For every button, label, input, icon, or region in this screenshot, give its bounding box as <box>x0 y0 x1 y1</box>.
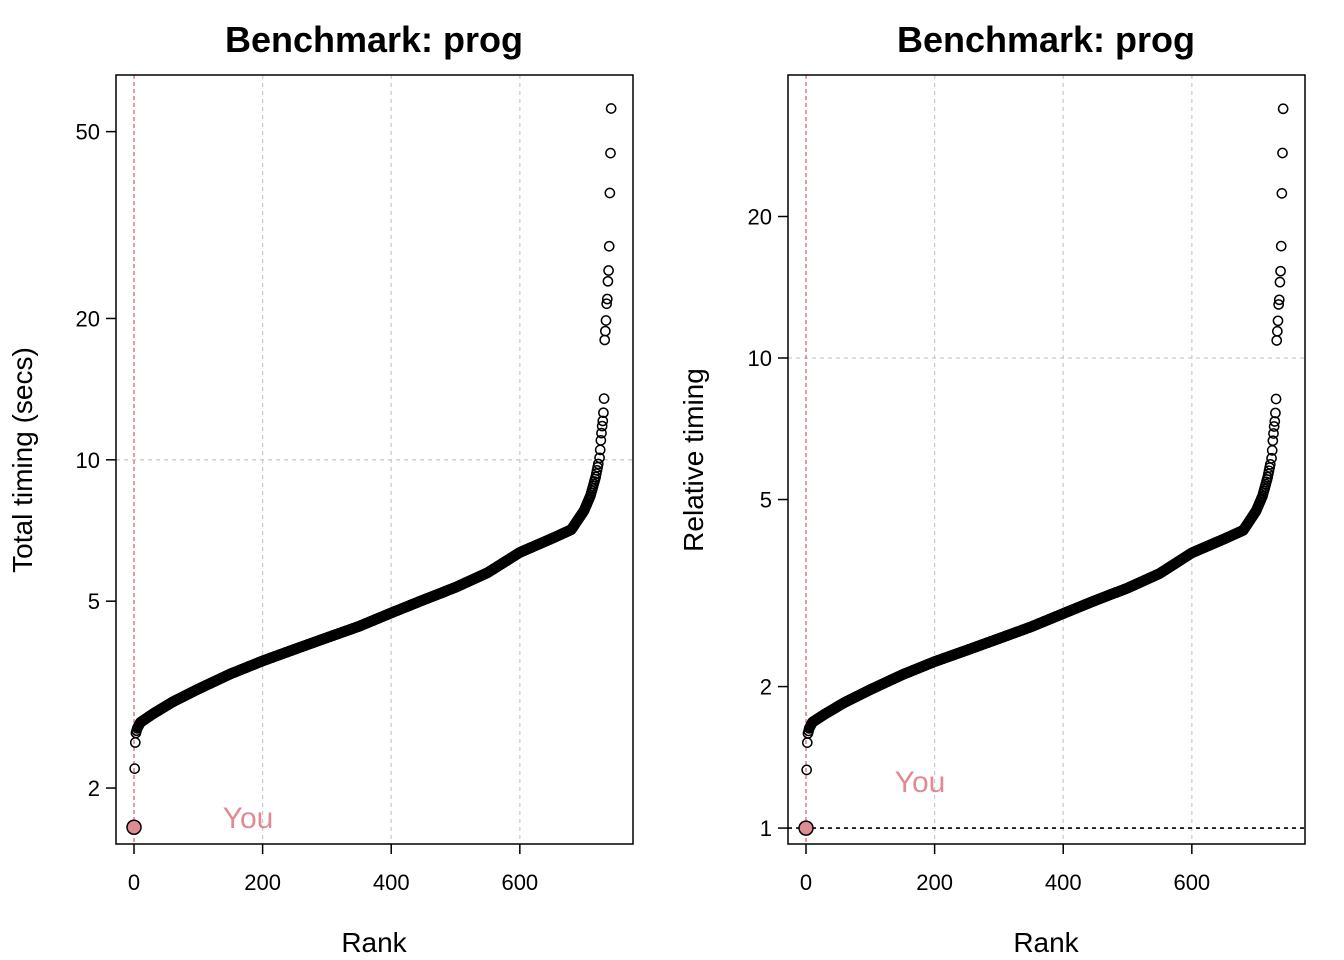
axes: 0 200 400 600 2 5 10 20 50 <box>76 120 539 895</box>
data-point <box>1270 393 1282 405</box>
data-point <box>601 298 612 310</box>
data-point <box>1273 299 1284 310</box>
x-tick-label: 0 <box>128 870 140 895</box>
data-point <box>1274 276 1286 288</box>
y-tick-label: 50 <box>76 120 100 145</box>
data-point <box>598 393 610 404</box>
x-tick-label: 600 <box>501 870 538 895</box>
data-point <box>603 240 615 252</box>
x-tick-label: 200 <box>244 870 281 895</box>
data-point <box>1275 265 1286 277</box>
data-point <box>129 763 140 774</box>
y-axis-title: Relative timing <box>678 368 709 552</box>
y-tick-label: 20 <box>748 205 772 230</box>
x-axis-title: Rank <box>341 927 407 958</box>
x-tick-label: 400 <box>1045 870 1082 895</box>
data-point <box>604 187 616 199</box>
highlight-marker: You <box>798 766 946 836</box>
data-point <box>605 147 616 159</box>
data-point <box>594 452 605 464</box>
data-point <box>1276 188 1288 199</box>
data-point <box>605 103 617 114</box>
plot-frame <box>787 74 1306 845</box>
x-tick-label: 400 <box>373 870 410 895</box>
data-point <box>599 334 611 346</box>
data-point <box>801 737 813 748</box>
y-tick-label: 2 <box>760 675 772 700</box>
data-point <box>1272 315 1284 327</box>
data-point <box>129 737 141 748</box>
reference-lines <box>788 75 1305 844</box>
data-point <box>1268 428 1279 439</box>
data-point <box>1277 103 1289 115</box>
x-tick-label: 600 <box>1173 870 1210 895</box>
data-point <box>1267 435 1279 447</box>
grid-lines <box>788 75 1305 844</box>
panel-total-timing: Benchmark: prog Rank Total timing (secs)… <box>7 19 634 958</box>
axes: 0 200 400 600 1 2 5 10 20 <box>748 205 1211 895</box>
you-label: You <box>895 766 946 799</box>
data-points <box>801 103 1289 776</box>
data-point <box>598 407 609 419</box>
data-point <box>599 325 611 337</box>
data-point <box>1270 407 1281 419</box>
panel-relative-timing: Benchmark: prog Rank Relative timing You… <box>678 19 1306 958</box>
data-point <box>596 420 608 432</box>
highlight-marker: You <box>126 802 274 836</box>
data-point <box>596 427 607 439</box>
y-tick-label: 20 <box>76 306 100 331</box>
y-tick-label: 1 <box>760 816 772 841</box>
data-point <box>602 275 614 287</box>
data-point <box>595 435 607 446</box>
x-axis-title: Rank <box>1013 927 1079 958</box>
data-point <box>801 764 812 776</box>
y-tick-label: 5 <box>88 589 100 614</box>
y-axis-title: Total timing (secs) <box>7 347 38 573</box>
y-tick-label: 10 <box>748 346 772 371</box>
y-tick-label: 2 <box>88 776 100 801</box>
data-points <box>129 103 617 774</box>
chart-title: Benchmark: prog <box>897 19 1195 60</box>
chart-title: Benchmark: prog <box>225 19 523 60</box>
x-tick-label: 0 <box>800 870 812 895</box>
data-point <box>1273 294 1285 306</box>
you-point <box>798 820 814 836</box>
y-tick-label: 5 <box>760 488 772 513</box>
y-tick-label: 10 <box>76 448 100 473</box>
data-point <box>1264 458 1276 470</box>
grid-lines <box>116 75 633 844</box>
data-point <box>592 458 604 470</box>
data-point <box>603 265 614 276</box>
you-label: You <box>223 802 274 835</box>
x-tick-label: 200 <box>916 870 953 895</box>
data-point <box>1277 147 1288 159</box>
data-point <box>597 415 609 427</box>
data-point <box>601 293 613 305</box>
data-point <box>1275 240 1287 252</box>
data-point <box>1271 335 1283 346</box>
data-point <box>600 315 612 326</box>
data-point <box>1266 452 1277 464</box>
data-point <box>1268 421 1280 432</box>
data-point <box>1271 325 1283 337</box>
you-point <box>126 819 142 836</box>
